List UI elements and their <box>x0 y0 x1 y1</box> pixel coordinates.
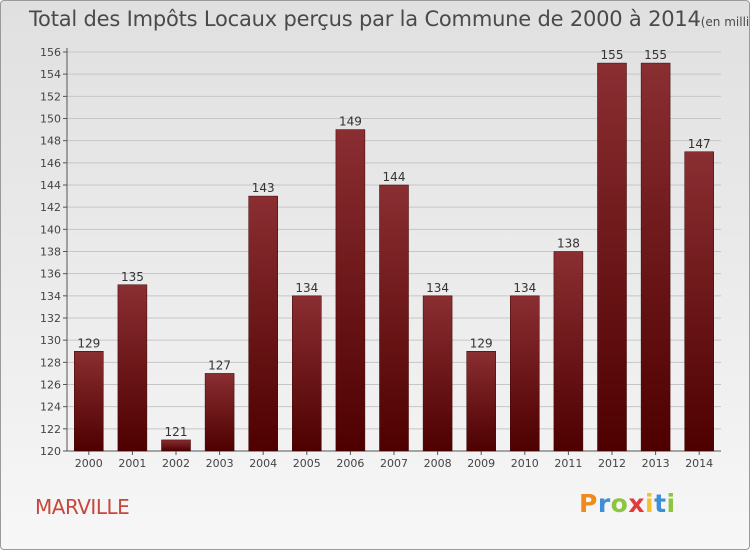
value-label-2014: 147 <box>688 137 711 151</box>
x-tick-label-2010: 2010 <box>511 457 539 470</box>
proxiti-logo: Proxiti <box>579 489 676 518</box>
y-tick-label: 154 <box>40 68 61 81</box>
logo-letter: r <box>597 489 611 518</box>
value-label-2013: 155 <box>644 48 667 62</box>
bar-2011 <box>553 251 584 452</box>
x-tick-label-2000: 2000 <box>75 457 103 470</box>
bar-2013 <box>640 62 671 452</box>
chart-title-unit: (en milliers d'€) <box>700 15 750 29</box>
y-tick-labels: 120 122 124 126 128 130 132 134 136 138 140 142 144 1… <box>40 46 61 458</box>
x-tick-label-2002: 2002 <box>162 457 190 470</box>
logo-letter: x <box>628 489 645 518</box>
bar-2010 <box>510 295 540 452</box>
y-tick-label: 142 <box>40 201 61 214</box>
bar-2006 <box>335 129 366 452</box>
value-label-2007: 144 <box>383 170 406 184</box>
x-tick-label-2012: 2012 <box>598 457 626 470</box>
x-tick-label-2009: 2009 <box>467 457 495 470</box>
bar-2009 <box>466 351 496 452</box>
x-tick-label-2008: 2008 <box>424 457 452 470</box>
value-label-2012: 155 <box>601 48 624 62</box>
bar-2012 <box>597 62 627 452</box>
y-tick-label: 138 <box>40 246 61 259</box>
bar-2007 <box>379 184 409 452</box>
y-tick-label: 130 <box>40 334 61 347</box>
value-label-2008: 134 <box>426 281 449 295</box>
bar-2004 <box>248 195 278 452</box>
value-label-2000: 129 <box>77 336 100 350</box>
y-tick-label: 156 <box>40 46 61 59</box>
bar-2014 <box>684 151 714 452</box>
commune-name: MARVILLE <box>35 495 130 519</box>
y-tick-label: 150 <box>40 113 61 126</box>
logo-letter: i <box>645 489 655 518</box>
bar-2005 <box>292 295 322 452</box>
y-tick-label: 140 <box>40 223 61 236</box>
y-tick-label: 132 <box>40 312 61 325</box>
x-tick-label-2013: 2013 <box>642 457 670 470</box>
y-tick-label: 124 <box>40 401 61 414</box>
y-tick-label: 146 <box>40 157 61 170</box>
logo-letter: i <box>666 489 676 518</box>
x-tick-label-2014: 2014 <box>685 457 713 470</box>
x-tick-labels: 2000 2001 2002 2003 2004 2005 2006 2007 2008 2009… <box>75 457 713 470</box>
chart-title: Total des Impôts Locaux perçus par la Co… <box>29 7 750 31</box>
y-tick-label: 122 <box>40 423 61 436</box>
value-label-2001: 135 <box>121 270 144 284</box>
x-tick-label-2011: 2011 <box>554 457 582 470</box>
x-tick-label-2006: 2006 <box>336 457 364 470</box>
y-tick-label: 148 <box>40 135 61 148</box>
logo-letter: P <box>579 489 598 518</box>
y-tick-label: 136 <box>40 268 61 281</box>
bars <box>74 62 714 452</box>
bar-2002 <box>161 439 191 452</box>
value-label-2009: 129 <box>470 336 493 350</box>
bar-2008 <box>422 295 453 452</box>
y-tick-label: 120 <box>40 445 61 458</box>
x-tick-label-2001: 2001 <box>118 457 146 470</box>
x-tick-label-2004: 2004 <box>249 457 277 470</box>
value-label-2010: 134 <box>513 281 536 295</box>
y-tick-label: 134 <box>40 290 61 303</box>
y-tick-label: 126 <box>40 379 61 392</box>
y-tick-label: 144 <box>40 179 61 192</box>
logo-letter: t <box>654 489 667 518</box>
x-tick-label-2005: 2005 <box>293 457 321 470</box>
value-label-2011: 138 <box>557 237 580 251</box>
y-tick-label: 152 <box>40 90 61 103</box>
x-tick-label-2003: 2003 <box>206 457 234 470</box>
bar-2000 <box>74 351 104 452</box>
y-tick-label: 128 <box>40 356 61 369</box>
value-label-2002: 121 <box>165 425 188 439</box>
bar-2003 <box>204 373 235 452</box>
x-tick-label-2007: 2007 <box>380 457 408 470</box>
value-label-2006: 149 <box>339 115 362 129</box>
bar-2001 <box>117 284 148 452</box>
logo-letter: o <box>610 489 629 518</box>
value-label-2004: 143 <box>252 181 275 195</box>
chart-title-main: Total des Impôts Locaux perçus par la Co… <box>29 7 701 31</box>
value-label-2003: 127 <box>208 358 231 372</box>
value-label-2005: 134 <box>295 281 318 295</box>
value-labels: 129 135 121 127 143 134 149 144 134 129 134 138 155 1… <box>77 48 710 439</box>
